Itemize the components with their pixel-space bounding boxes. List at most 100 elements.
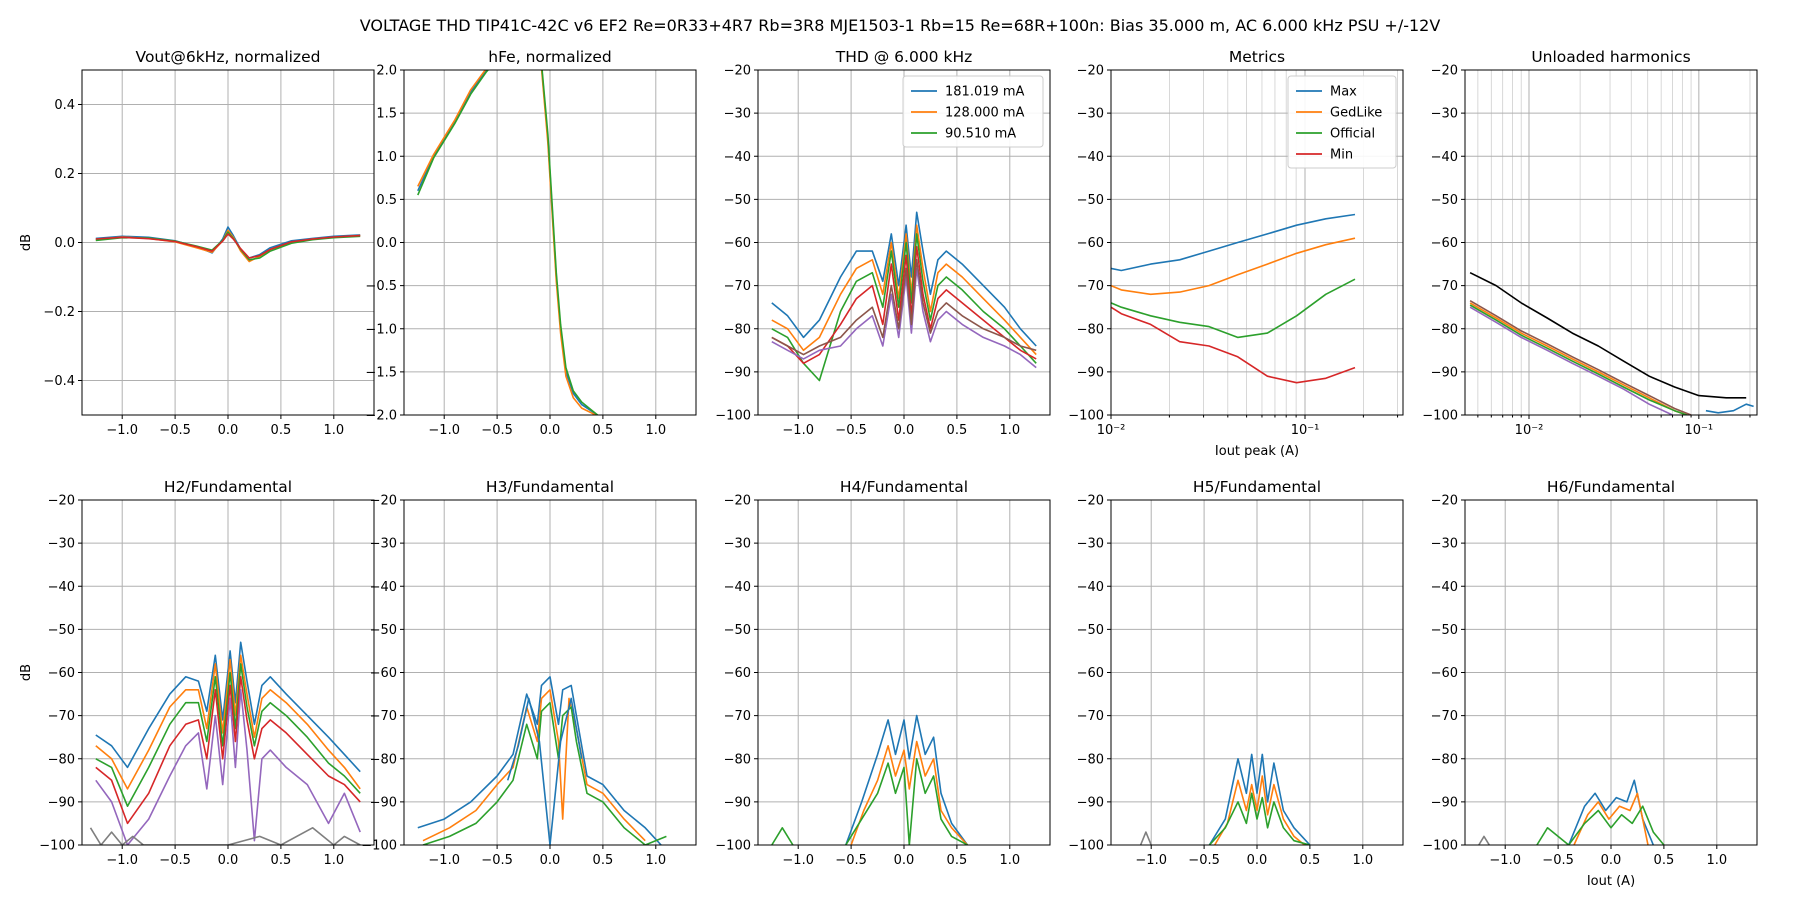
y-tick-label: −50 [48, 623, 75, 638]
legend-label: 90.510 mA [945, 127, 1016, 142]
figure-title: VOLTAGE THD TIP41C-42C v6 EF2 Re=0R33+4R… [360, 16, 1441, 35]
y-tick-label: −100 [715, 409, 751, 424]
plot-frame [81, 499, 375, 846]
y-tick-label: −40 [724, 150, 751, 165]
chart-title: H2/Fundamental [164, 478, 292, 496]
y-tick-label: −40 [1431, 150, 1458, 165]
series-line-3 [845, 757, 968, 845]
series-line-2 [422, 688, 646, 842]
y-tick-label: −80 [1431, 322, 1458, 337]
series-line-4 [771, 826, 794, 845]
chart-panel-9: −1.0 −0.5 0.0 0.5 1.0 −100 −90 −80 −70 −60 −50 −40 −… [1068, 478, 1404, 868]
x-tick-label: 0.0 [894, 853, 915, 868]
series-line-4 [1469, 304, 1688, 415]
x-tick-label: −0.5 [835, 423, 867, 438]
series-line-1 [1469, 271, 1747, 399]
y-tick-label: −20 [724, 64, 751, 79]
series-line-4 [95, 233, 361, 259]
y-tick-label: −80 [370, 752, 397, 767]
y-tick-label: −90 [1077, 365, 1104, 380]
chart-panel-2: −1.0 −0.5 0.0 0.5 1.0 −2.0 −1.5 −1.0 −0.5 0.0 0.5 1… [365, 48, 697, 438]
x-tick-label: 0.5 [947, 423, 968, 438]
y-tick-label: −80 [48, 752, 75, 767]
chart-panel-6: −1.0 −0.5 0.0 0.5 1.0 −100 −90 −80 −70 −60 −50 −40 −… [19, 478, 375, 868]
y-tick-label: −100 [715, 839, 751, 854]
y-tick-label: −50 [1431, 193, 1458, 208]
series-line-1 [417, 675, 662, 845]
plot-frame [757, 499, 1051, 846]
y-tick-label: −90 [1077, 795, 1104, 810]
y-tick-label: −60 [48, 666, 75, 681]
y-tick-label: 1.5 [376, 107, 397, 122]
legend-label: Min [1330, 148, 1353, 163]
chart-title: Vout@6kHz, normalized [136, 48, 321, 66]
y-tick-label: −100 [1068, 409, 1104, 424]
series-line-2 [1469, 300, 1692, 415]
y-tick-label: −80 [1077, 752, 1104, 767]
series-line-3 [95, 663, 361, 808]
series-line-2 [1214, 775, 1306, 845]
x-tick-label: 10⁻² [1515, 423, 1544, 438]
legend-label: GedLike [1330, 106, 1382, 121]
series-line-4 [1111, 306, 1356, 384]
x-tick-label: 0.5 [593, 853, 614, 868]
series-line-1 [1208, 753, 1311, 845]
legend-label: 181.019 mA [945, 85, 1025, 100]
y-tick-label: −70 [1431, 279, 1458, 294]
panels: −1.0 −0.5 0.0 0.5 1.0 −0.4 −0.2 0.0 0.2 0.4 Vout@6… [19, 48, 1758, 889]
chart-panel-5: 10⁻² 10⁻¹ −100 −90 −80 −70 −60 −50 −40 −30 −20 Unlo… [1422, 48, 1758, 438]
series-group [771, 714, 969, 845]
y-tick-label: −90 [370, 795, 397, 810]
legend-label: Official [1330, 127, 1375, 142]
y-tick-label: −60 [370, 666, 397, 681]
y-tick-label: −0.4 [43, 374, 75, 389]
x-tick-label: −1.0 [106, 423, 138, 438]
y-tick-label: −30 [1077, 537, 1104, 552]
series-line-1 [1111, 213, 1356, 272]
series-line-3 [771, 233, 1037, 382]
series-line-6 [1705, 403, 1754, 414]
chart-title: H6/Fundamental [1547, 478, 1675, 496]
x-tick-label: 0.0 [894, 423, 915, 438]
y-tick-label: −90 [1431, 365, 1458, 380]
y-tick-label: 0.0 [54, 236, 75, 251]
x-tick-label: 1.0 [999, 853, 1020, 868]
y-tick-label: −50 [1431, 623, 1458, 638]
y-tick-label: −80 [1431, 752, 1458, 767]
y-tick-label: −70 [48, 709, 75, 724]
series-line-3 [1208, 792, 1311, 845]
y-tick-label: −90 [724, 365, 751, 380]
x-tick-label: 0.0 [218, 423, 239, 438]
y-tick-label: −30 [1431, 537, 1458, 552]
legend-label: 128.000 mA [945, 106, 1025, 121]
x-tick-label: 0.5 [947, 853, 968, 868]
chart-title: H3/Fundamental [486, 478, 614, 496]
x-tick-label: 1.0 [323, 423, 344, 438]
x-tick-label: −0.5 [1188, 853, 1220, 868]
x-axis-label: Iout peak (A) [1215, 444, 1299, 459]
y-tick-label: −20 [724, 494, 751, 509]
series-line-3 [1111, 278, 1356, 339]
legend: 181.019 mA 128.000 mA 90.510 mA [902, 75, 1044, 148]
x-tick-label: 0.0 [218, 853, 239, 868]
y-tick-label: −40 [1431, 580, 1458, 595]
x-tick-label: 0.0 [1601, 853, 1622, 868]
chart-panel-4: 10⁻² 10⁻¹ −100 −90 −80 −70 −60 −50 −40 −30 −20 Metr… [1068, 48, 1404, 459]
y-tick-label: −80 [1077, 322, 1104, 337]
x-tick-label: −0.5 [1542, 853, 1574, 868]
chart-title: H4/Fundamental [840, 478, 968, 496]
y-tick-label: −80 [724, 322, 751, 337]
series-line-3 [417, 70, 599, 415]
series-line-6 [89, 826, 361, 845]
x-tick-label: 1.0 [1352, 853, 1373, 868]
series-line-4 [506, 697, 583, 845]
plot-frame [1464, 69, 1758, 416]
y-tick-label: −60 [724, 236, 751, 251]
y-tick-label: −30 [724, 537, 751, 552]
series-group [1469, 271, 1754, 415]
x-tick-label: 1.0 [999, 423, 1020, 438]
y-tick-label: −60 [1077, 236, 1104, 251]
x-tick-label: −0.5 [835, 853, 867, 868]
series-line-2 [417, 70, 597, 415]
x-tick-label: −1.0 [106, 853, 138, 868]
